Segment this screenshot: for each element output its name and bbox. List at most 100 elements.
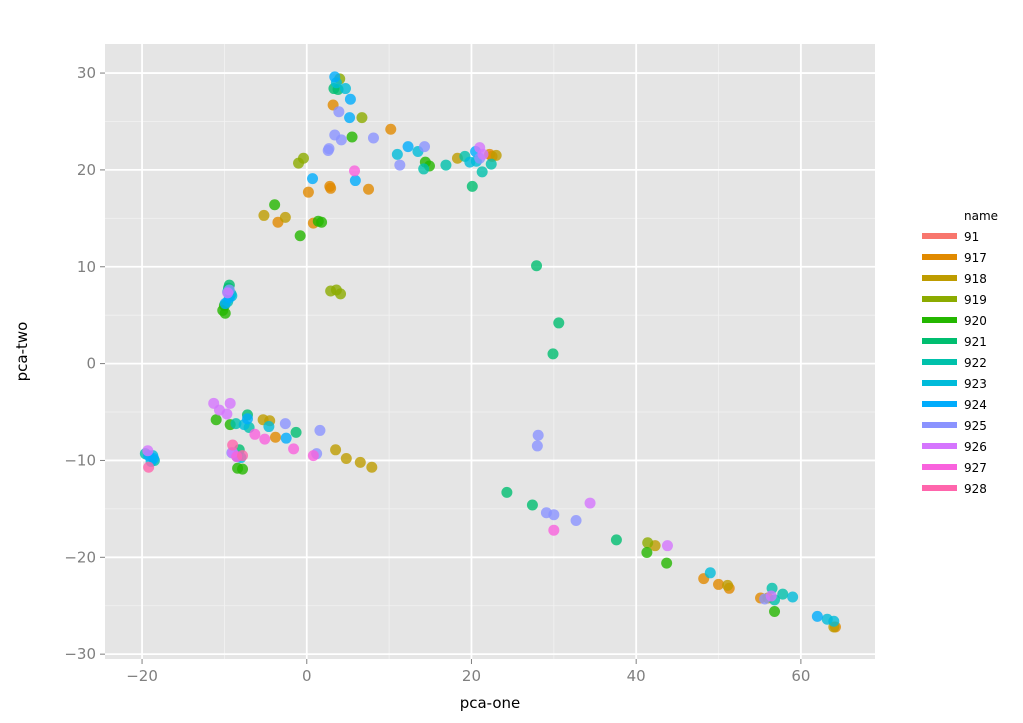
y-tick-label: 10 xyxy=(77,258,96,276)
data-point-925 xyxy=(570,515,582,527)
legend-label-927: 927 xyxy=(964,461,987,475)
data-point-918 xyxy=(490,149,502,161)
y-tick-label: 30 xyxy=(77,64,96,82)
legend-label-924: 924 xyxy=(964,398,987,412)
data-point-921 xyxy=(553,317,565,329)
data-point-923 xyxy=(263,421,275,433)
legend-key-927 xyxy=(922,464,957,470)
legend-title: name xyxy=(964,209,998,223)
data-point-920 xyxy=(294,230,306,242)
legend-key-921 xyxy=(922,338,957,344)
legend-key-920 xyxy=(922,317,957,323)
y-tick-label: 20 xyxy=(77,161,96,179)
data-point-917 xyxy=(302,186,314,198)
data-point-917 xyxy=(385,123,397,135)
data-point-924 xyxy=(344,112,356,124)
data-point-918 xyxy=(340,453,352,465)
data-point-917 xyxy=(325,182,337,194)
data-point-924 xyxy=(307,173,319,185)
x-tick-label: 60 xyxy=(791,667,810,685)
legend-label-928: 928 xyxy=(964,482,987,496)
data-point-920 xyxy=(269,199,281,211)
legend-label-922: 922 xyxy=(964,356,987,370)
data-point-918 xyxy=(366,461,378,473)
legend-key-922 xyxy=(922,359,957,365)
x-tick-label: 20 xyxy=(462,667,481,685)
data-point-920 xyxy=(769,606,781,618)
data-point-919 xyxy=(356,112,368,124)
data-point-925 xyxy=(548,509,560,521)
data-point-925 xyxy=(279,418,291,430)
data-point-920 xyxy=(316,216,328,228)
data-point-917 xyxy=(363,183,375,195)
data-point-918 xyxy=(330,444,342,456)
minor-gridlines xyxy=(105,44,875,659)
data-point-922 xyxy=(230,418,242,430)
data-point-928 xyxy=(143,461,155,473)
panel-background xyxy=(105,44,875,659)
data-point-926 xyxy=(584,497,596,509)
data-point-926 xyxy=(221,408,233,420)
legend-label-919: 919 xyxy=(964,293,987,307)
data-point-924 xyxy=(344,93,356,105)
data-points xyxy=(139,71,841,633)
legend-key-925 xyxy=(922,422,957,428)
legend-key-924 xyxy=(922,401,957,407)
x-axis-title: pca-one xyxy=(460,694,521,712)
data-point-926 xyxy=(765,590,777,602)
data-point-923 xyxy=(391,148,403,160)
data-point-925 xyxy=(323,143,335,155)
data-point-925 xyxy=(333,106,345,118)
legend: name 91 917 918 919 920 921 922 923 924 925 926 927… xyxy=(922,209,998,496)
data-point-922 xyxy=(777,588,789,600)
y-tick-label: −10 xyxy=(64,451,96,469)
legend-key-918 xyxy=(922,275,957,281)
data-point-928 xyxy=(237,450,249,462)
legend-label-918: 918 xyxy=(964,272,987,286)
data-point-927 xyxy=(307,450,319,462)
data-point-924 xyxy=(329,71,341,83)
data-point-917 xyxy=(713,578,725,590)
data-point-922 xyxy=(440,159,452,171)
legend-label-923: 923 xyxy=(964,377,987,391)
data-point-923 xyxy=(828,615,840,627)
legend-label-921: 921 xyxy=(964,335,987,349)
legend-label-920: 920 xyxy=(964,314,987,328)
data-point-919 xyxy=(335,288,347,300)
data-point-925 xyxy=(394,159,406,171)
data-point-918 xyxy=(354,456,366,468)
legend-key-91 xyxy=(922,233,957,239)
data-point-924 xyxy=(219,298,231,310)
data-point-925 xyxy=(329,129,341,141)
data-point-925 xyxy=(419,141,431,153)
data-point-921 xyxy=(501,486,513,498)
data-point-926 xyxy=(661,540,673,552)
data-point-922 xyxy=(418,163,430,175)
data-point-918 xyxy=(279,211,291,223)
data-point-920 xyxy=(661,557,673,569)
x-tick-label: 40 xyxy=(627,667,646,685)
data-point-924 xyxy=(241,413,253,425)
data-point-923 xyxy=(339,83,351,95)
data-point-923 xyxy=(704,567,716,579)
legend-key-919 xyxy=(922,296,957,302)
data-point-921 xyxy=(290,426,302,438)
data-point-918 xyxy=(722,579,734,591)
data-point-925 xyxy=(367,132,379,144)
y-axis-title: pca-two xyxy=(13,322,31,382)
x-tick-label: −20 xyxy=(126,667,158,685)
legend-key-923 xyxy=(922,380,957,386)
data-point-919 xyxy=(642,537,654,549)
data-point-926 xyxy=(142,445,154,457)
legend-label-917: 917 xyxy=(964,251,987,265)
data-point-926 xyxy=(224,397,236,409)
data-point-920 xyxy=(210,414,222,426)
data-point-917 xyxy=(269,431,281,443)
axis-ticks: −20 0 20 40 60 −30 −20 −10 0 10 20 30 xyxy=(64,64,810,685)
legend-label-926: 926 xyxy=(964,440,987,454)
y-tick-label: −20 xyxy=(64,548,96,566)
y-tick-label: −30 xyxy=(64,645,96,663)
data-point-921 xyxy=(531,260,543,272)
data-point-918 xyxy=(258,209,270,221)
data-point-924 xyxy=(280,432,292,444)
